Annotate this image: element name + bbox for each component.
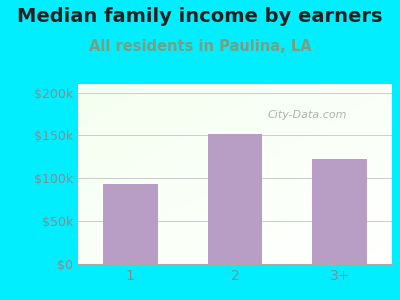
Bar <box>208 134 262 264</box>
Bar <box>312 159 367 264</box>
Bar <box>103 184 158 264</box>
Text: Median family income by earners: Median family income by earners <box>17 7 383 26</box>
Text: City-Data.com: City-Data.com <box>268 110 347 120</box>
Text: All residents in Paulina, LA: All residents in Paulina, LA <box>89 39 311 54</box>
